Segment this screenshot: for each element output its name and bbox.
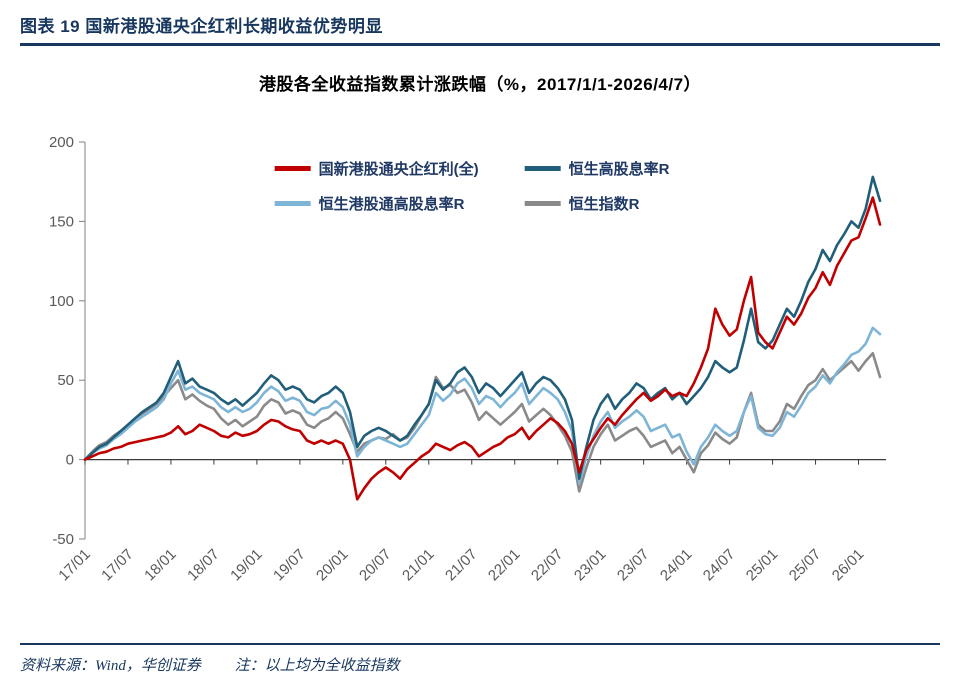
legend-swatch-red-line [274, 166, 311, 171]
x-tick-label: 19/01 [227, 546, 266, 585]
legend-swatch-darkblue-line [524, 166, 561, 171]
y-tick-label: -50 [52, 531, 74, 548]
legend-item-hs-index: 恒生指数R [524, 193, 670, 214]
x-tick-label: 19/07 [270, 546, 309, 585]
legend-swatch-gray-line [524, 201, 561, 206]
legend-label-hs-high-dividend: 恒生高股息率R [568, 161, 670, 178]
chart-canvas: -50 0 50 100 150 200 17/01 17/07 18/01 18/07 19/01… [49, 134, 886, 585]
x-tick-label: 25/07 [786, 546, 825, 585]
footer-divider [20, 643, 940, 645]
y-tick-label: 200 [49, 134, 74, 151]
chart-legend: 国新港股通央企红利(全) 恒生高股息率R 恒生港股通高股息率R 恒生指数R [274, 158, 670, 214]
x-tick-label: 18/07 [184, 546, 223, 585]
x-tick-label: 23/07 [614, 546, 653, 585]
legend-label-hs-index: 恒生指数R [568, 196, 640, 213]
x-tick-label: 20/01 [313, 546, 352, 585]
legend-label-hs-connect-high-dividend: 恒生港股通高股息率R [318, 196, 465, 213]
y-tick-label: 50 [57, 372, 74, 389]
legend-item-csoe-dividend: 国新港股通央企红利(全) [274, 158, 479, 179]
series-line-0 [83, 196, 882, 501]
x-tick-label: 21/07 [442, 546, 481, 585]
series-line-2 [83, 326, 882, 485]
legend-swatch-lightblue-line [274, 201, 311, 206]
x-tick-label: 17/07 [98, 546, 137, 585]
x-tick-label: 18/01 [141, 546, 180, 585]
x-tick-label: 20/07 [356, 546, 395, 585]
legend-item-hs-connect-high-dividend: 恒生港股通高股息率R [274, 193, 479, 214]
header-divider [20, 43, 940, 46]
x-tick-label: 17/01 [55, 546, 94, 585]
y-tick-label: 0 [66, 452, 74, 469]
y-tick-label: 100 [49, 293, 74, 310]
figure-header: 图表 19 国新港股通央企红利长期收益优势明显 [20, 12, 940, 36]
x-tick-label: 22/07 [528, 546, 567, 585]
x-tick-label: 24/07 [700, 546, 739, 585]
x-tick-label: 24/01 [657, 546, 696, 585]
figure-footer: 资料来源：Wind，华创证券 注：以上均为全收益指数 [20, 654, 940, 675]
x-tick-label: 25/01 [743, 546, 782, 585]
note-text: 注：以上均为全收益指数 [234, 658, 400, 674]
x-tick-label: 22/01 [485, 546, 524, 585]
x-tick-label: 21/01 [399, 546, 438, 585]
series-line-1 [83, 175, 882, 481]
chart-title: 港股各全收益指数累计涨跌幅（%，2017/1/1-2026/4/7） [258, 75, 702, 94]
source-text: 资料来源：Wind，华创证券 [20, 658, 201, 674]
x-tick-label: 26/01 [829, 546, 868, 585]
legend-item-hs-high-dividend: 恒生高股息率R [524, 158, 670, 179]
chart-area: 港股各全收益指数累计涨跌幅（%，2017/1/1-2026/4/7） 国新港股通… [20, 70, 940, 599]
figure-title: 图表 19 国新港股通央企红利长期收益优势明显 [20, 17, 383, 36]
series-line-3 [83, 351, 882, 493]
legend-label-csoe-dividend: 国新港股通央企红利(全) [318, 161, 479, 178]
y-tick-label: 150 [49, 213, 74, 230]
x-tick-label: 23/01 [571, 546, 610, 585]
